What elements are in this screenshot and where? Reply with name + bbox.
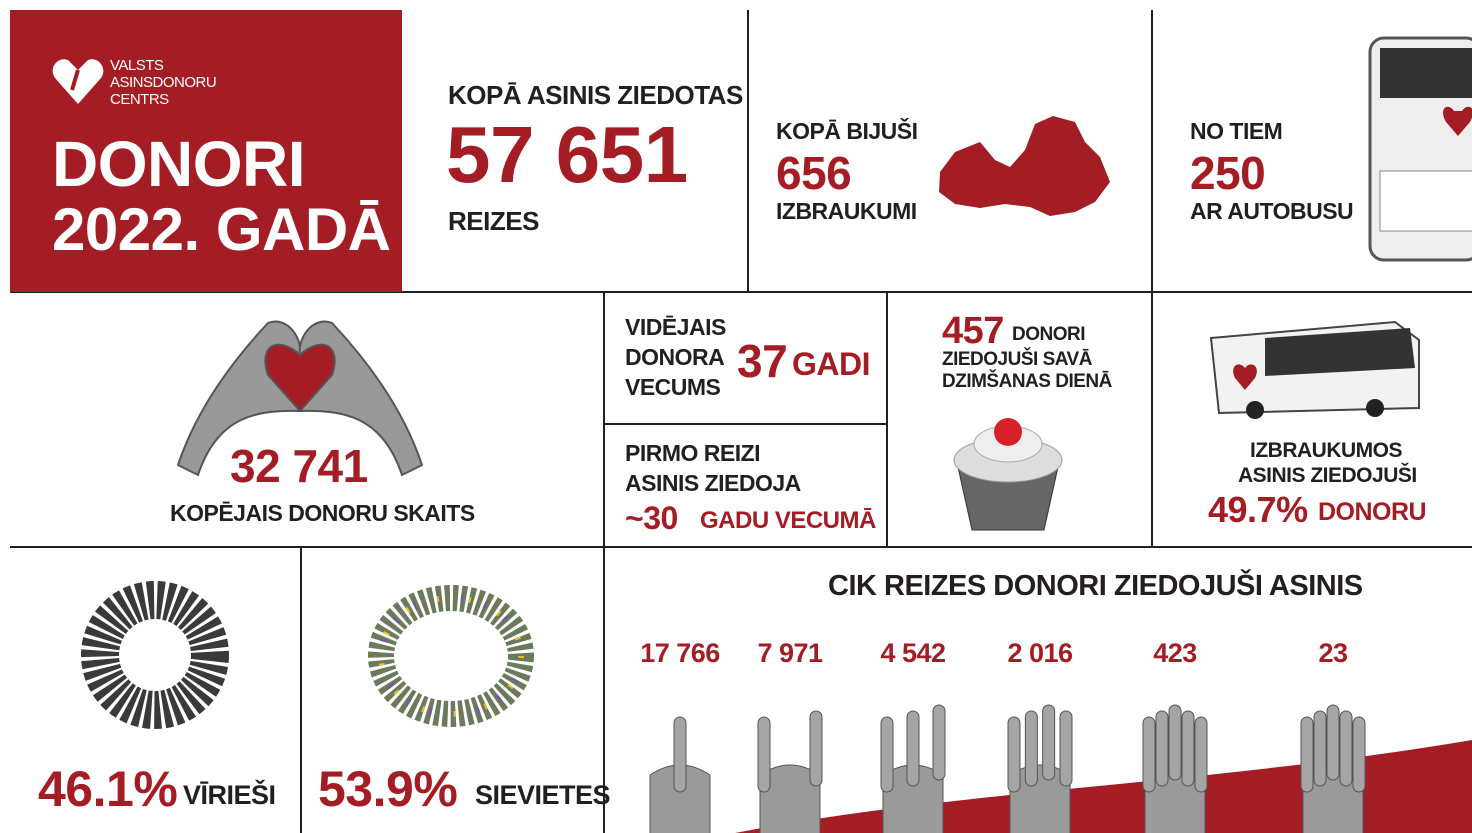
- wreath: [78, 578, 233, 733]
- label: ASINIS ZIEDOJA: [625, 472, 801, 495]
- label: IZBRAUKUMOS: [1250, 440, 1402, 461]
- label: VIDĒJAIS: [625, 316, 726, 339]
- label: VĪRIEŠI: [183, 782, 276, 809]
- hand: [990, 695, 1090, 833]
- title: 2022. GADĀ: [52, 200, 390, 260]
- hand: [863, 695, 963, 833]
- logo-text: CENTRS: [110, 92, 169, 107]
- logo-heart: [52, 56, 104, 106]
- big-number: 37: [737, 338, 787, 384]
- label: IZBRAUKUMI: [776, 200, 917, 223]
- count: 7 971: [745, 640, 835, 667]
- unit: GADU VECUMĀ: [700, 509, 876, 533]
- label: AR AUTOBUSU: [1190, 200, 1353, 223]
- divider: [604, 423, 887, 425]
- big-number: 250: [1190, 150, 1265, 196]
- label: KOPĒJAIS DONORU SKAITS: [170, 502, 475, 525]
- divider: [1151, 10, 1153, 547]
- hand: [1283, 695, 1383, 833]
- section-title: CIK REIZES DONORI ZIEDOJUŠI ASINIS: [828, 572, 1363, 601]
- big-number: 57 651: [446, 115, 688, 195]
- label: KOPĀ ASINIS ZIEDOTAS: [448, 82, 743, 108]
- big-number: 656: [776, 150, 851, 196]
- big-number: 457: [942, 312, 1004, 350]
- unit: GADI: [792, 348, 870, 380]
- big-number: ~30: [625, 502, 678, 534]
- divider: [10, 546, 1472, 548]
- count: 17 766: [635, 640, 725, 667]
- logo-text: VALSTS: [110, 58, 163, 73]
- infographic: VALSTS ASINSDONORU CENTRS DONORI 2022. G…: [0, 0, 1472, 833]
- bus-back: [1368, 36, 1472, 266]
- count: 4 542: [868, 640, 958, 667]
- big-number: 46.1%: [38, 764, 177, 814]
- divider: [300, 547, 302, 833]
- label: KOPĀ BIJUŠI: [776, 120, 917, 143]
- cupcake: [950, 412, 1066, 532]
- hand: [630, 695, 730, 833]
- label: VECUMS: [625, 376, 720, 399]
- latvia-map: [935, 112, 1113, 220]
- label: PIRMO REIZI: [625, 442, 760, 465]
- big-number: 53.9%: [318, 764, 457, 814]
- big-number: 49.7%: [1208, 492, 1308, 528]
- label: ASINIS ZIEDOJUŠI: [1238, 465, 1417, 486]
- count: 2 016: [995, 640, 1085, 667]
- count: 23: [1288, 640, 1378, 667]
- bus: [1205, 318, 1423, 420]
- big-number: 32 741: [230, 443, 368, 489]
- label: DONORA: [625, 346, 724, 369]
- logo-text: ASINSDONORU: [110, 75, 216, 90]
- flower-wreath: [358, 576, 544, 736]
- count: 423: [1130, 640, 1220, 667]
- divider: [747, 10, 749, 292]
- unit: DONORU: [1318, 500, 1426, 525]
- label: SIEVIETES: [475, 782, 610, 809]
- divider: [886, 292, 888, 547]
- title: DONORI: [52, 132, 305, 196]
- label: DONORI: [1012, 325, 1085, 344]
- label: NO TIEM: [1190, 120, 1282, 143]
- hand: [740, 695, 840, 833]
- hand: [1125, 695, 1225, 833]
- label: DZIMŠANAS DIENĀ: [942, 372, 1112, 391]
- label: ZIEDOJUŠI SAVĀ: [942, 350, 1092, 369]
- label: REIZES: [448, 208, 539, 234]
